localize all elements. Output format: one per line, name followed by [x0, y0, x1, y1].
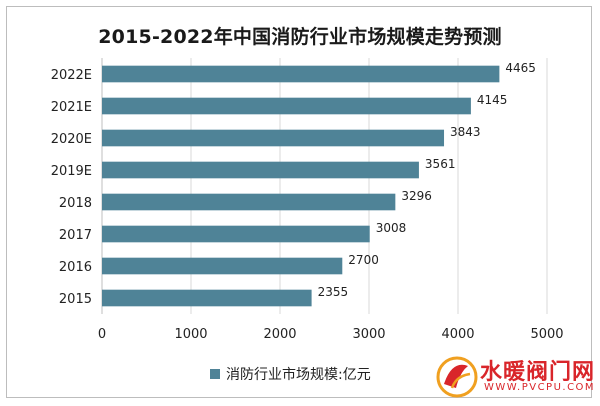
chart-title: 2015-2022年中国消防行业市场规模走势预测 — [98, 26, 502, 48]
x-tick-label-5: 5000 — [530, 327, 563, 342]
watermark-text: 水暖阀门网 — [480, 360, 596, 385]
bar-2018 — [102, 193, 396, 211]
bar-2016 — [102, 257, 343, 275]
legend-label: 消防行业市场规模:亿元 — [226, 367, 371, 383]
x-tick-label-3: 3000 — [352, 327, 385, 342]
bar-2015 — [102, 289, 312, 307]
data-label-2018: 3296 — [401, 189, 432, 203]
data-label-2015: 2355 — [318, 285, 349, 299]
data-label-2020E: 3843 — [450, 125, 481, 139]
category-label-2019E: 2019E — [51, 164, 92, 179]
bar-2019E — [102, 161, 419, 179]
bar-2017 — [102, 225, 370, 243]
x-tick-label-1: 1000 — [174, 327, 207, 342]
data-label-2017: 3008 — [376, 221, 407, 235]
data-label-2021E: 4145 — [477, 93, 508, 107]
data-label-2016: 2700 — [348, 253, 379, 267]
x-tick-label-2: 2000 — [263, 327, 296, 342]
data-label-2022E: 4465 — [505, 61, 536, 75]
category-label-2016: 2016 — [59, 260, 92, 275]
bar-2022E — [102, 65, 500, 83]
bar-2021E — [102, 97, 471, 115]
category-label-2021E: 2021E — [51, 100, 92, 115]
watermark-logo-icon — [436, 356, 478, 398]
x-tick-label-4: 4000 — [441, 327, 474, 342]
legend: 消防行业市场规模:亿元 — [210, 364, 371, 384]
category-label-2018: 2018 — [59, 196, 92, 211]
watermark: 水暖阀门网 WWW.PVCPU.COM — [434, 352, 596, 402]
bar-2020E — [102, 129, 445, 147]
data-label-2019E: 3561 — [425, 157, 456, 171]
category-label-2017: 2017 — [59, 228, 92, 243]
category-label-2020E: 2020E — [51, 132, 92, 147]
x-tick-label-0: 0 — [98, 327, 106, 342]
watermark-sub: WWW.PVCPU.COM — [484, 382, 596, 393]
category-label-2015: 2015 — [59, 292, 92, 307]
category-label-2022E: 2022E — [51, 68, 92, 83]
chart-frame — [6, 6, 592, 398]
legend-swatch — [210, 369, 220, 379]
